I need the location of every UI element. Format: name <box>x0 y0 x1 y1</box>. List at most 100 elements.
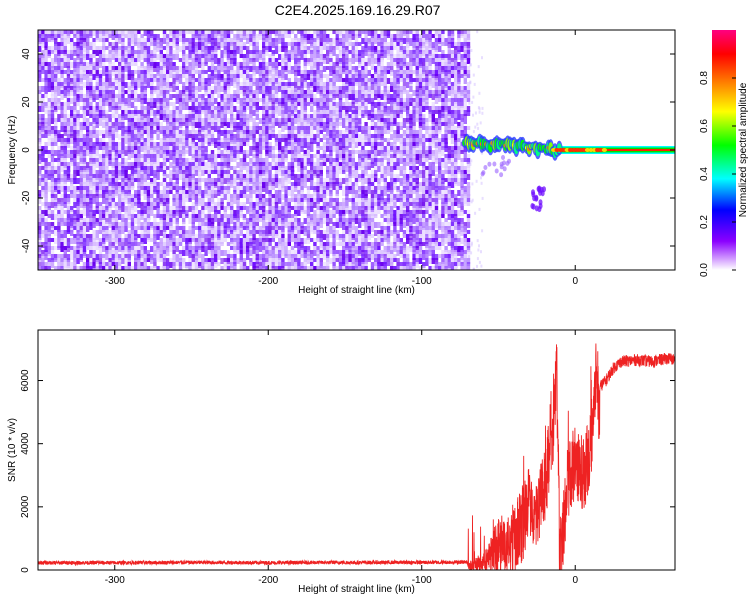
noise-cell <box>140 38 144 44</box>
noise-cell <box>169 218 173 222</box>
noise-cell <box>207 246 211 250</box>
noise-cell <box>82 218 87 222</box>
noise-cell <box>306 154 311 160</box>
noise-cell <box>262 178 266 182</box>
noise-cell <box>242 42 247 48</box>
noise-cell <box>175 138 179 142</box>
noise-cell <box>290 98 295 104</box>
noise-cell <box>332 186 336 190</box>
noise-cell <box>281 106 285 110</box>
noise-cell <box>207 202 211 208</box>
noise-cell <box>143 110 147 116</box>
noise-cell <box>316 138 320 144</box>
noise-cell <box>38 114 42 120</box>
noise-cell <box>313 54 317 60</box>
noise-cell <box>79 82 83 86</box>
noise-cell <box>57 54 61 58</box>
noise-cell <box>207 98 211 102</box>
noise-cell <box>98 170 103 174</box>
noise-cell <box>66 54 71 58</box>
noise-cell <box>326 42 330 46</box>
noise-cell <box>322 114 327 118</box>
noise-cell <box>258 74 263 80</box>
noise-cell <box>310 230 314 234</box>
noise-cell <box>300 126 304 132</box>
noise-cell <box>326 202 330 208</box>
noise-cell <box>182 34 186 38</box>
noise-cell <box>214 46 218 52</box>
noise-cell <box>105 238 109 242</box>
noise-cell <box>191 266 195 270</box>
noise-cell <box>127 254 131 260</box>
noise-cell <box>146 166 151 170</box>
noise-cell <box>76 198 80 204</box>
noise-cell <box>50 158 55 162</box>
noise-cell <box>118 134 122 140</box>
noise-cell <box>214 74 218 80</box>
noise-cell <box>121 146 125 150</box>
noise-cell <box>278 98 282 104</box>
noise-cell <box>166 90 170 94</box>
noise-cell <box>89 206 93 212</box>
noise-cell <box>290 142 295 146</box>
noise-cell <box>252 186 256 192</box>
noise-cell <box>185 174 189 178</box>
noise-cell <box>313 258 317 262</box>
noise-cell <box>166 258 170 262</box>
noise-cell <box>313 214 317 218</box>
noise-cell <box>319 78 323 82</box>
noise-cell <box>172 150 176 156</box>
noise-cell <box>82 266 87 270</box>
noise-cell <box>329 98 333 102</box>
noise-cell <box>303 162 307 168</box>
noise-cell <box>121 62 125 66</box>
noise-cell <box>86 150 90 156</box>
noise-cell <box>335 114 339 118</box>
noise-cell <box>233 50 237 56</box>
noise-cell <box>249 126 253 130</box>
noise-cell <box>207 170 211 176</box>
noise-cell <box>230 46 234 50</box>
noise-cell <box>329 70 333 76</box>
noise-cell <box>150 90 154 96</box>
noise-cell <box>95 234 99 240</box>
noise-cell <box>118 194 122 198</box>
noise-cell <box>172 242 176 248</box>
noise-cell <box>86 266 90 270</box>
noise-cell <box>57 130 61 134</box>
noise-cell <box>130 38 135 44</box>
noise-cell <box>143 158 147 162</box>
noise-cell <box>310 34 314 40</box>
noise-cell <box>271 66 275 72</box>
noise-cell <box>185 250 189 256</box>
noise-cell <box>175 42 179 46</box>
noise-cell <box>169 54 173 60</box>
noise-cell <box>268 186 272 192</box>
noise-cell <box>118 210 122 214</box>
noise-cell <box>178 74 183 78</box>
noise-cell <box>82 190 87 196</box>
noise-cell <box>210 54 215 60</box>
noise-cell <box>201 134 205 140</box>
noise-cell <box>70 226 74 232</box>
noise-cell <box>73 150 77 154</box>
noise-cell <box>114 82 119 86</box>
noise-cell <box>98 266 103 270</box>
noise-cell <box>230 82 234 86</box>
noise-cell <box>297 126 301 130</box>
noise-cell <box>338 38 343 44</box>
noise-cell <box>297 166 301 172</box>
noise-cell <box>41 166 45 170</box>
noise-cell <box>124 178 128 182</box>
noise-cell <box>191 150 195 154</box>
noise-cell <box>140 230 144 236</box>
noise-cell <box>265 90 269 96</box>
noise-cell <box>86 214 90 218</box>
noise-cell <box>47 30 51 36</box>
noise-cell <box>57 178 61 184</box>
noise-cell <box>207 206 211 212</box>
noise-cell <box>153 154 157 158</box>
noise-cell <box>108 262 112 268</box>
noise-cell <box>204 150 208 156</box>
noise-cell <box>182 142 186 146</box>
